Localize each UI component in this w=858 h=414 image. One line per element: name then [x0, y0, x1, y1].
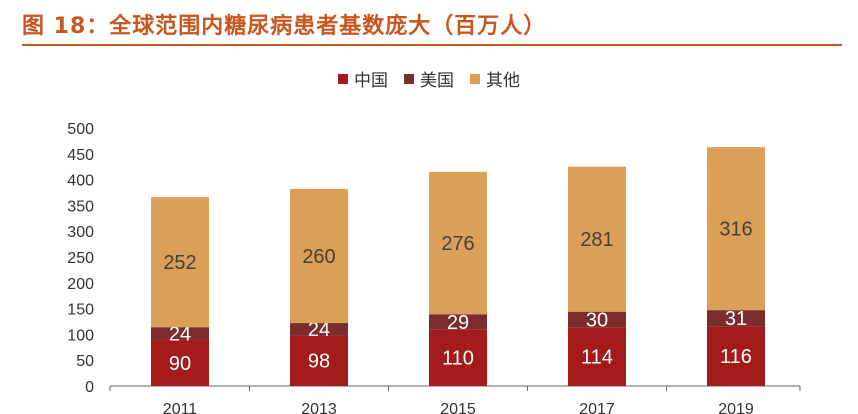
data-label: 252 — [163, 252, 196, 274]
y-tick-label: 150 — [67, 302, 94, 319]
bar-segment — [151, 339, 209, 386]
data-label: 29 — [447, 312, 469, 334]
legend-swatch-other — [470, 73, 480, 84]
bar-segment — [707, 326, 765, 386]
data-label: 260 — [302, 246, 335, 268]
legend-label-other: 其他 — [486, 71, 520, 91]
data-label: 114 — [581, 347, 613, 369]
x-tick-label: 2017 — [579, 401, 615, 414]
data-label: 276 — [441, 233, 474, 255]
y-tick-label: 500 — [67, 121, 94, 138]
data-label: 281 — [580, 229, 613, 251]
y-tick-label: 200 — [67, 276, 94, 293]
data-label: 98 — [308, 351, 330, 373]
x-tick-label: 2019 — [718, 401, 754, 414]
title-underline — [22, 44, 842, 46]
legend-item-usa: 美国 — [404, 66, 454, 91]
data-label: 316 — [719, 219, 752, 241]
y-tick-label: 250 — [67, 250, 94, 267]
bar-segment — [151, 327, 209, 340]
bar-segment — [290, 323, 348, 336]
bar-segment — [707, 310, 765, 327]
data-label: 30 — [586, 309, 608, 331]
bar-segment — [429, 314, 487, 330]
y-tick-label: 300 — [67, 224, 94, 241]
bar-segment — [290, 335, 348, 386]
bar-segment — [568, 311, 626, 328]
x-tick-label: 2013 — [301, 401, 337, 414]
legend-swatch-usa — [404, 73, 414, 84]
y-tick-label: 450 — [67, 147, 94, 164]
bar-segment — [707, 147, 765, 311]
bar-segment — [568, 166, 626, 312]
data-label: 31 — [725, 308, 747, 330]
data-label: 90 — [169, 353, 191, 375]
y-tick-label: 0 — [85, 379, 94, 396]
bar-segment — [429, 171, 487, 315]
legend-item-china: 中国 — [338, 66, 388, 91]
x-tick-label: 2011 — [163, 401, 198, 414]
legend-label-china: 中国 — [354, 71, 388, 91]
legend-item-other: 其他 — [470, 66, 520, 91]
data-label: 24 — [308, 319, 330, 341]
x-tick-label: 2015 — [440, 401, 476, 414]
y-tick-label: 100 — [67, 327, 94, 344]
legend-label-usa: 美国 — [420, 71, 454, 91]
chart-legend: 中国 美国 其他 — [0, 66, 858, 91]
y-tick-label: 50 — [76, 353, 94, 370]
bar-segment — [151, 197, 209, 328]
figure-title: 图 18：全球范围内糖尿病患者基数庞大（百万人） — [22, 14, 547, 39]
y-tick-label: 350 — [67, 198, 94, 215]
bar-segment — [290, 188, 348, 324]
bar-segment — [568, 327, 626, 386]
data-label: 116 — [720, 346, 752, 368]
data-label: 24 — [169, 323, 191, 345]
legend-swatch-china — [338, 73, 348, 84]
bar-segment — [429, 329, 487, 386]
data-label: 110 — [442, 348, 474, 370]
y-tick-label: 400 — [67, 173, 94, 190]
